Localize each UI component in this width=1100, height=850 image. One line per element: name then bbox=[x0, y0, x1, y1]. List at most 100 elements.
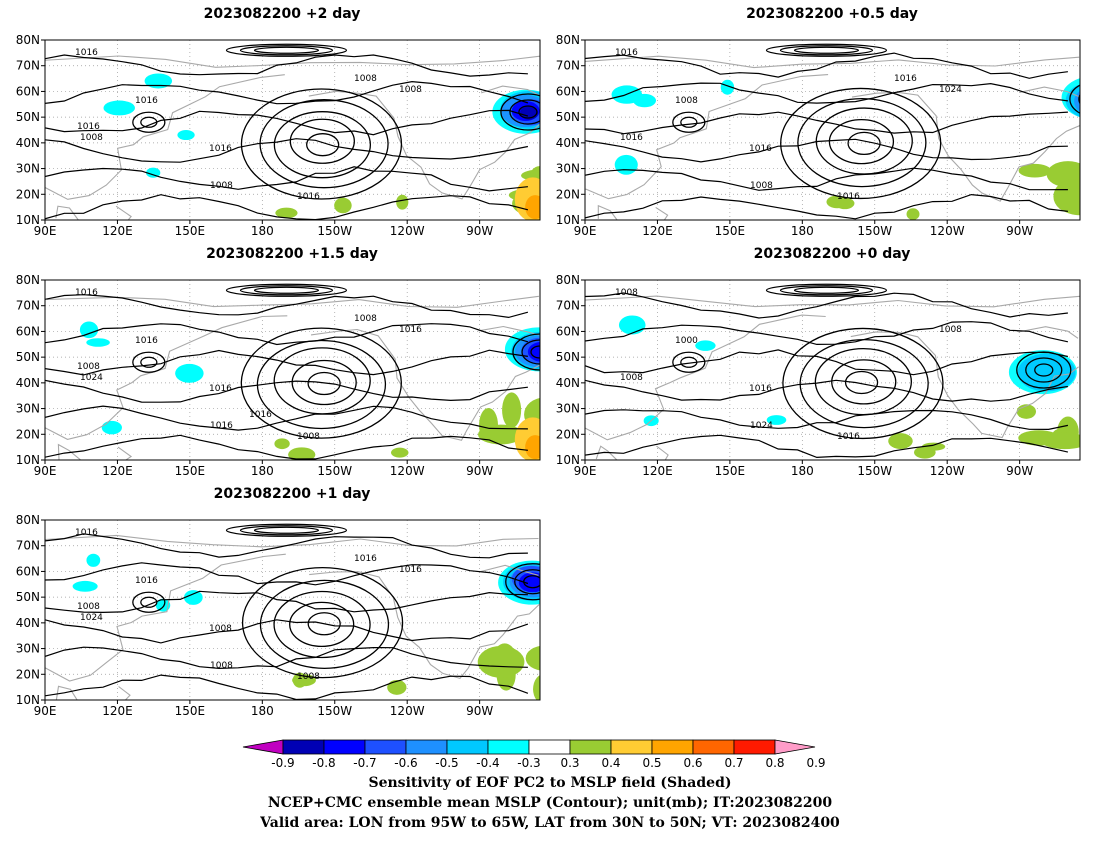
lon-tick-label: 120E bbox=[102, 704, 133, 718]
negative-sensitivity-shading bbox=[527, 341, 540, 362]
isobar bbox=[1034, 363, 1054, 377]
lat-tick-label: 10N bbox=[16, 453, 40, 467]
isobar bbox=[514, 569, 540, 595]
lat-tick-label: 30N bbox=[556, 162, 580, 176]
lat-tick-label: 80N bbox=[556, 33, 580, 47]
contour-label: 1016 bbox=[894, 74, 917, 84]
lat-tick-label: 40N bbox=[556, 136, 580, 150]
contour-label: 1008 bbox=[620, 373, 643, 383]
isobar bbox=[831, 359, 897, 405]
colorbar-swatch bbox=[610, 739, 653, 755]
coastline bbox=[45, 553, 286, 682]
lon-tick-label: 120E bbox=[102, 464, 133, 478]
contour-label: 1008 bbox=[750, 181, 773, 191]
contour-label: 1016 bbox=[75, 48, 98, 58]
isobar bbox=[239, 45, 334, 56]
lat-tick-label: 60N bbox=[16, 324, 40, 338]
contour-label: 1024 bbox=[80, 373, 103, 383]
isobar bbox=[45, 194, 529, 220]
lat-tick-label: 30N bbox=[16, 642, 40, 656]
isobar bbox=[45, 674, 529, 700]
positive-sensitivity-shading bbox=[396, 194, 409, 210]
negative-sensitivity-shading bbox=[86, 553, 101, 567]
positive-sensitivity-shading bbox=[387, 679, 407, 695]
isobar bbox=[1078, 93, 1080, 105]
lon-tick-label: 90W bbox=[1006, 224, 1033, 238]
contour-label: 1008 bbox=[77, 362, 100, 372]
contour-label: 1000 bbox=[675, 336, 698, 346]
contour-label: 1016 bbox=[615, 48, 638, 58]
positive-sensitivity-shading bbox=[914, 446, 936, 459]
map-frame bbox=[44, 519, 541, 701]
isobar bbox=[45, 533, 528, 559]
negative-sensitivity-shading bbox=[72, 580, 98, 592]
lat-tick-label: 20N bbox=[16, 667, 40, 681]
isobar bbox=[45, 646, 528, 670]
lon-tick-label: 120W bbox=[930, 224, 965, 238]
contour-label: 1008 bbox=[210, 661, 233, 671]
negative-sensitivity-shading bbox=[1083, 92, 1100, 112]
lon-tick-label: 150E bbox=[175, 224, 206, 238]
colorbar-arrow-right bbox=[774, 739, 816, 755]
isobar bbox=[828, 118, 895, 165]
isobar bbox=[241, 566, 404, 679]
isobar bbox=[45, 590, 528, 614]
positive-sensitivity-shading bbox=[826, 195, 848, 209]
panel-title: 2023082200 +0 day bbox=[754, 246, 911, 262]
contour-label: 1008 bbox=[939, 325, 962, 335]
lat-tick-label: 70N bbox=[16, 539, 40, 553]
lon-tick-label: 90E bbox=[34, 464, 57, 478]
lon-tick-label: 150W bbox=[857, 464, 892, 478]
contour-label: 1016 bbox=[837, 432, 860, 442]
contour-label: 1024 bbox=[750, 421, 773, 431]
coastline bbox=[1019, 86, 1080, 98]
negative-sensitivity-shading bbox=[177, 129, 195, 141]
lat-tick-label: 30N bbox=[16, 162, 40, 176]
colorbar-swatch bbox=[487, 739, 530, 755]
isobar bbox=[225, 283, 348, 297]
isobar bbox=[132, 111, 166, 133]
isobar bbox=[585, 349, 1069, 376]
coastline bbox=[585, 74, 829, 200]
lon-tick-label: 90W bbox=[466, 464, 493, 478]
positive-sensitivity-shading bbox=[391, 447, 409, 458]
lat-tick-label: 40N bbox=[16, 136, 40, 150]
map-panel: 1016 1016 1016 1008 1016 1024 1016 1008 1008 1016… bbox=[16, 246, 541, 478]
isobar bbox=[45, 434, 528, 460]
lon-tick-label: 150E bbox=[715, 464, 746, 478]
contour-label: 1016 bbox=[135, 576, 158, 586]
isobar bbox=[585, 321, 1069, 346]
panel-title: 2023082200 +2 day bbox=[204, 6, 361, 22]
negative-sensitivity-shading bbox=[766, 415, 787, 425]
positive-sensitivity-shading bbox=[288, 447, 316, 460]
contour-label: 1024 bbox=[939, 85, 962, 95]
positive-sensitivity-shading bbox=[906, 208, 920, 220]
lat-tick-label: 10N bbox=[16, 693, 40, 707]
isobar bbox=[307, 371, 341, 396]
contour-label: 1016 bbox=[837, 192, 860, 202]
colorbar-swatch bbox=[651, 739, 694, 755]
isobar bbox=[132, 351, 166, 373]
lon-tick-label: 180 bbox=[251, 704, 274, 718]
isobar bbox=[509, 99, 540, 125]
contour-label: 1016 bbox=[620, 133, 643, 143]
isobar bbox=[512, 333, 540, 371]
negative-sensitivity-shading bbox=[144, 73, 173, 89]
isobar bbox=[140, 356, 158, 368]
isobar bbox=[780, 87, 942, 200]
coastline bbox=[117, 446, 133, 460]
negative-sensitivity-shading bbox=[103, 100, 135, 116]
map-frame bbox=[44, 39, 541, 221]
contour-label: 1008 bbox=[80, 133, 103, 143]
isobar bbox=[793, 46, 860, 54]
isobar bbox=[585, 82, 1068, 104]
isobar bbox=[585, 52, 1068, 79]
contour-label: 1016 bbox=[297, 192, 320, 202]
isobar bbox=[273, 111, 372, 179]
positive-sensitivity-shading bbox=[1018, 163, 1052, 178]
contour-label: 1016 bbox=[77, 122, 100, 132]
colorbar: -0.9 -0.8 -0.7 -0.6 -0.5 -0.4 -0.3 0.3 0.4 0.5 0.6… bbox=[242, 739, 826, 770]
lat-tick-label: 60N bbox=[16, 564, 40, 578]
lon-tick-label: 120W bbox=[390, 704, 425, 718]
